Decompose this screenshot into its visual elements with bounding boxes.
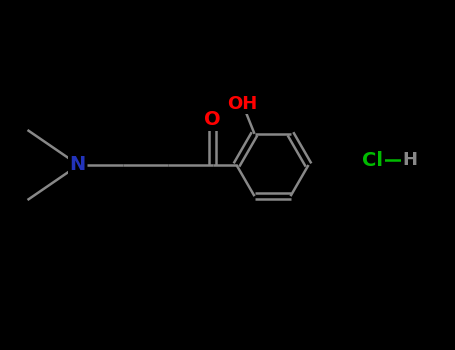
- Text: Cl: Cl: [362, 150, 383, 169]
- Text: H: H: [403, 151, 418, 169]
- Text: O: O: [204, 111, 221, 130]
- Text: OH: OH: [227, 95, 257, 113]
- Text: N: N: [69, 155, 86, 175]
